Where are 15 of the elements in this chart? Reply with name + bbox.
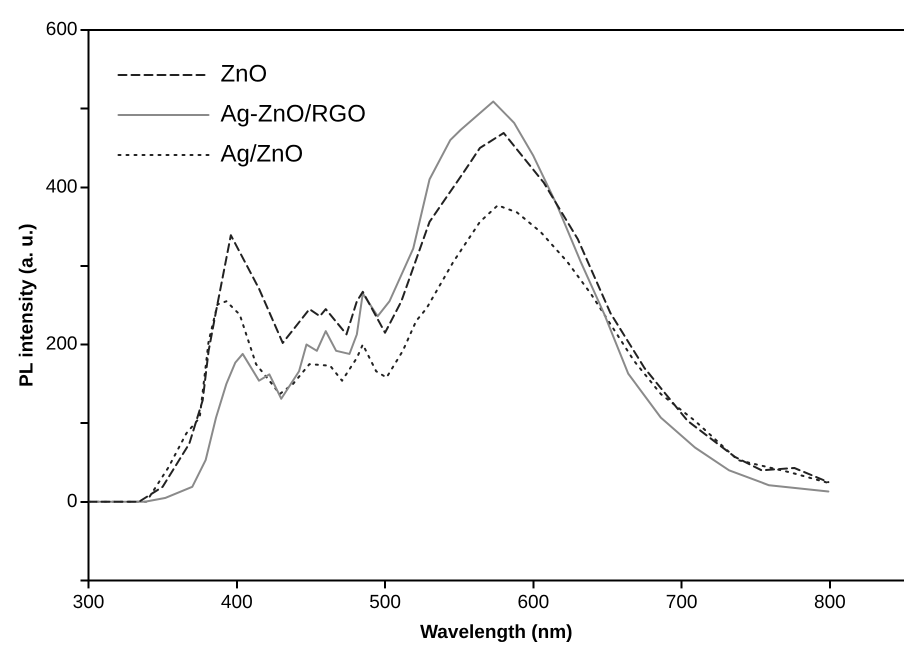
y-tick-label: 0 bbox=[66, 491, 78, 512]
x-tick-label: 700 bbox=[666, 592, 698, 614]
x-axis-title: Wavelength (nm) bbox=[420, 622, 572, 643]
x-tick-label: 600 bbox=[517, 592, 550, 614]
y-tick-label: 600 bbox=[46, 19, 78, 40]
legend-label: ZnO bbox=[220, 60, 268, 88]
y-axis-title: PL intensity (a. u.) bbox=[16, 224, 38, 387]
x-tick-label: 500 bbox=[369, 592, 401, 614]
x-tick-label: 300 bbox=[72, 592, 104, 614]
x-tick-label: 800 bbox=[814, 592, 846, 614]
y-tick-label: 200 bbox=[46, 334, 78, 355]
x-tick-label: 400 bbox=[220, 592, 253, 614]
legend-label: Ag/ZnO bbox=[220, 140, 304, 168]
legend-label: Ag-ZnO/RGO bbox=[220, 100, 366, 128]
y-tick-label: 400 bbox=[46, 176, 78, 198]
